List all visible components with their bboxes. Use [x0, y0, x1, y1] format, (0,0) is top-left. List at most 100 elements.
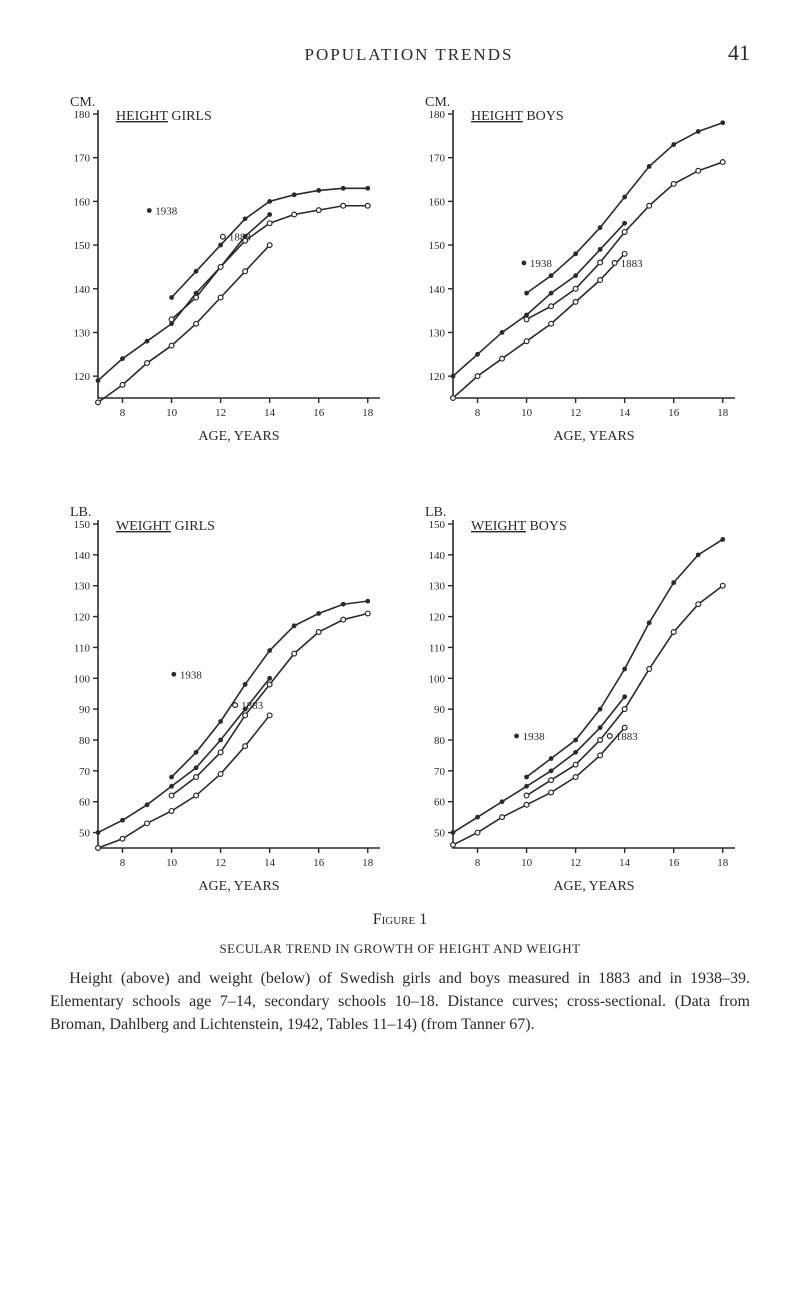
- chart-weight-girls: LB.WEIGHT GIRLS5060708090100110120130140…: [50, 496, 395, 896]
- marker-dot: [169, 784, 174, 789]
- marker-circle: [267, 713, 272, 718]
- chart-title: HEIGHT BOYS: [471, 109, 564, 124]
- x-tick-label: 14: [264, 857, 276, 869]
- y-tick-label: 140: [429, 284, 446, 296]
- marker-circle: [194, 295, 199, 300]
- series-label: 1883: [616, 731, 639, 743]
- series-label: 1938: [180, 669, 203, 681]
- marker-dot: [696, 552, 701, 557]
- marker-circle: [341, 203, 346, 208]
- marker-dot: [292, 623, 297, 628]
- y-tick-label: 150: [429, 240, 446, 252]
- marker-circle: [218, 772, 223, 777]
- marker-dot: [96, 378, 101, 383]
- y-tick-label: 150: [429, 519, 446, 531]
- y-tick-label: 100: [74, 673, 91, 685]
- y-tick-label: 140: [74, 550, 91, 562]
- y-tick-label: 180: [74, 109, 91, 121]
- marker-dot: [218, 243, 223, 248]
- marker-circle: [475, 830, 480, 835]
- marker-circle: [194, 321, 199, 326]
- marker-dot: [573, 273, 578, 278]
- marker-circle: [598, 278, 603, 283]
- marker-dot: [194, 269, 199, 274]
- marker-circle: [549, 790, 554, 795]
- marker-dot: [243, 682, 248, 687]
- y-tick-label: 130: [429, 327, 446, 339]
- caption-body: Height (above) and weight (below) of Swe…: [50, 967, 750, 1037]
- x-tick-label: 14: [264, 407, 276, 419]
- figure-label: Figure 1: [50, 911, 750, 929]
- chart-title: HEIGHT GIRLS: [116, 109, 212, 124]
- x-tick-label: 16: [668, 407, 680, 419]
- marker-dot: [169, 775, 174, 780]
- running-title: POPULATION TRENDS: [90, 45, 728, 65]
- y-tick-label: 120: [74, 612, 91, 624]
- marker-circle: [96, 846, 101, 851]
- series-label: 1938: [530, 258, 553, 270]
- marker-circle: [451, 843, 456, 848]
- x-tick-label: 8: [120, 857, 126, 869]
- marker-dot: [622, 694, 627, 699]
- chart-height-girls: CM.HEIGHT GIRLS1201301401501601701808101…: [50, 86, 395, 486]
- marker-dot: [267, 199, 272, 204]
- marker-circle: [316, 208, 321, 213]
- marker-dot: [145, 339, 150, 344]
- marker-dot: [120, 356, 125, 361]
- marker-circle: [573, 286, 578, 291]
- marker-circle: [720, 583, 725, 588]
- marker-circle: [696, 168, 701, 173]
- marker-dot: [622, 221, 627, 226]
- y-tick-label: 120: [74, 371, 91, 383]
- chart-height-boys: CM.HEIGHT BOYS12013014015016017018081012…: [405, 86, 750, 486]
- y-tick-label: 60: [79, 797, 91, 809]
- charts-grid: CM.HEIGHT GIRLS1201301401501601701808101…: [50, 86, 750, 896]
- marker-dot: [316, 611, 321, 616]
- marker-circle: [169, 317, 174, 322]
- marker-dot: [720, 120, 725, 125]
- marker-circle: [451, 396, 456, 401]
- marker-dot: [524, 775, 529, 780]
- axes: [98, 520, 380, 848]
- marker-dot: [696, 129, 701, 134]
- marker-dot: [500, 799, 505, 804]
- x-axis-label: AGE, YEARS: [553, 879, 634, 894]
- y-tick-label: 110: [429, 642, 446, 654]
- marker-dot: [671, 580, 676, 585]
- marker-circle: [218, 750, 223, 755]
- y-tick-label: 160: [74, 196, 91, 208]
- marker-dot: [524, 291, 529, 296]
- marker-circle: [524, 339, 529, 344]
- x-tick-label: 12: [215, 407, 226, 419]
- unit-label: LB.: [70, 505, 91, 520]
- x-tick-label: 10: [166, 857, 178, 869]
- marker-circle: [573, 775, 578, 780]
- marker-circle: [292, 651, 297, 656]
- chart-title: WEIGHT BOYS: [471, 519, 567, 534]
- marker-dot: [647, 164, 652, 169]
- marker-circle: [622, 230, 627, 235]
- marker-circle: [218, 295, 223, 300]
- marker-circle: [622, 725, 627, 730]
- marker-circle: [720, 160, 725, 165]
- x-tick-label: 8: [475, 407, 481, 419]
- unit-label: CM.: [425, 95, 450, 110]
- x-tick-label: 16: [313, 857, 325, 869]
- y-tick-label: 140: [74, 284, 91, 296]
- marker-dot: [573, 738, 578, 743]
- marker-circle: [500, 356, 505, 361]
- marker-dot: [475, 815, 480, 820]
- marker-dot: [622, 667, 627, 672]
- y-tick-label: 60: [434, 797, 446, 809]
- y-tick-label: 50: [79, 828, 91, 840]
- page-header: POPULATION TRENDS 41: [50, 40, 750, 66]
- marker-circle: [598, 738, 603, 743]
- series-line-sec_1938: [172, 601, 368, 777]
- marker-dot: [365, 186, 370, 191]
- x-tick-label: 8: [120, 407, 126, 419]
- y-tick-label: 150: [74, 519, 91, 531]
- series-line-sec_1883: [527, 162, 723, 319]
- x-tick-label: 18: [362, 857, 374, 869]
- x-tick-label: 14: [619, 407, 631, 419]
- x-axis-label: AGE, YEARS: [198, 879, 279, 894]
